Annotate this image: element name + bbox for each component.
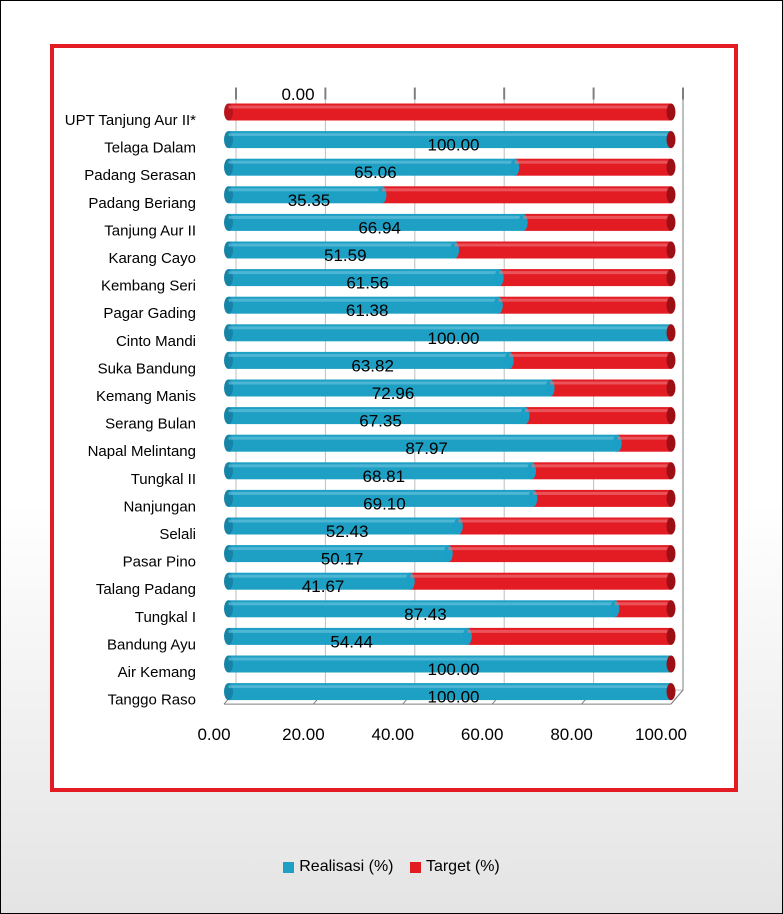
category-label: Talang Padang — [96, 581, 196, 598]
category-label: Karang Cayo — [108, 250, 196, 267]
bar-end-cap — [667, 518, 676, 535]
legend-item-target: Target (%) — [410, 858, 500, 876]
x-tick-label: 100.00 — [635, 725, 687, 744]
bar-target-highlight — [499, 271, 671, 274]
data-label: 51.59 — [324, 246, 367, 265]
category-label: Kembang Seri — [101, 278, 196, 295]
bar-end-cap — [667, 573, 676, 590]
bar-end-cap — [667, 435, 676, 452]
bar-target-highlight — [382, 188, 671, 191]
data-label: 69.10 — [363, 494, 406, 513]
bar-end-cap — [667, 407, 676, 424]
bar-end-cap — [667, 683, 676, 700]
data-label: 63.82 — [351, 356, 394, 375]
data-label: 35.35 — [288, 191, 331, 210]
x-tick-label: 0.00 — [197, 725, 230, 744]
data-label: 67.35 — [359, 412, 402, 431]
bar-end-cap — [667, 104, 676, 121]
bar-end-cap — [667, 159, 676, 176]
x-tick-label: 20.00 — [282, 725, 325, 744]
bar-target-highlight — [455, 244, 671, 247]
category-label: UPT Tanjung Aur II* — [65, 112, 196, 129]
category-label: Tanjung Aur II — [104, 222, 196, 239]
bar-target-highlight — [458, 520, 671, 523]
bar-end-cap — [667, 656, 676, 673]
legend-swatch-target — [410, 862, 421, 873]
bar-end-cap — [667, 628, 676, 645]
bar-end-cap — [667, 600, 676, 617]
category-label: Kemang Manis — [96, 388, 196, 405]
category-label: Nanjungan — [123, 498, 196, 515]
bar-target-highlight — [525, 409, 671, 412]
legend-item-realisasi: Realisasi (%) — [283, 858, 393, 876]
category-label: Bandung Ayu — [107, 636, 196, 653]
x-tick-label: 80.00 — [550, 725, 593, 744]
category-label: Padang Serasan — [84, 167, 196, 184]
data-label: 72.96 — [372, 384, 415, 403]
bar-target-highlight — [615, 602, 671, 605]
bar-target-highlight — [509, 354, 671, 357]
data-label: 0.00 — [281, 85, 314, 104]
data-label: 50.17 — [321, 550, 364, 569]
category-label: Padang Beriang — [88, 195, 196, 212]
data-label: 100.00 — [428, 660, 480, 679]
data-label: 52.43 — [326, 522, 369, 541]
legend-label-realisasi: Realisasi (%) — [299, 858, 393, 876]
bar-end-cap — [667, 352, 676, 369]
category-label: Tungkal II — [131, 471, 196, 488]
data-label: 87.97 — [405, 439, 448, 458]
bar-target-highlight — [550, 382, 671, 385]
bar-target-highlight — [533, 492, 671, 495]
x-tick-label: 40.00 — [372, 725, 415, 744]
bar-end-cap — [667, 269, 676, 286]
category-label: Selali — [159, 526, 196, 543]
bar-end-cap — [667, 490, 676, 507]
data-label: 61.56 — [346, 274, 389, 293]
category-label: Serang Bulan — [105, 416, 196, 433]
bar-target-highlight — [467, 630, 671, 633]
category-label: Pasar Pino — [123, 554, 196, 571]
category-label: Tungkal I — [135, 609, 196, 626]
bar-target-highlight — [410, 575, 671, 578]
bar-target-highlight — [532, 464, 671, 467]
data-label: 68.81 — [363, 467, 406, 486]
category-label: Pagar Gading — [103, 305, 196, 322]
category-label: Suka Bandung — [98, 360, 196, 377]
data-label: 41.67 — [302, 577, 345, 596]
bar-end-cap — [667, 242, 676, 259]
category-label: Tanggo Raso — [108, 692, 196, 709]
data-label: 66.94 — [358, 218, 401, 237]
data-label: 100.00 — [428, 688, 480, 707]
legend: Realisasi (%) Target (%) — [0, 858, 783, 878]
bar-end-cap — [667, 324, 676, 341]
category-label: Air Kemang — [118, 664, 196, 681]
category-label: Napal Melintang — [88, 443, 196, 460]
legend-label-target: Target (%) — [426, 858, 500, 876]
bar-end-cap — [667, 545, 676, 562]
bar-end-cap — [667, 214, 676, 231]
bar-end-cap — [667, 131, 676, 148]
data-label: 61.38 — [346, 301, 389, 320]
bar-end-cap — [667, 380, 676, 397]
bar-target-highlight — [229, 106, 672, 109]
data-label: 100.00 — [428, 136, 480, 155]
bar-end-cap — [667, 462, 676, 479]
data-label: 54.44 — [330, 632, 373, 651]
bar-target-highlight — [617, 437, 671, 440]
bar-target-highlight — [523, 216, 671, 219]
bar-end-cap — [667, 186, 676, 203]
data-label: 100.00 — [428, 329, 480, 348]
category-label: Cinto Mandi — [116, 333, 196, 350]
legend-swatch-realisasi — [283, 862, 294, 873]
bar-end-cap — [667, 297, 676, 314]
bar-target-highlight — [515, 161, 671, 164]
bar-target-highlight — [498, 299, 671, 302]
data-label: 87.43 — [404, 605, 447, 624]
category-label: Telaga Dalam — [104, 140, 196, 157]
data-label: 65.06 — [354, 163, 397, 182]
x-tick-label: 60.00 — [461, 725, 504, 744]
bar-target-highlight — [448, 547, 671, 550]
